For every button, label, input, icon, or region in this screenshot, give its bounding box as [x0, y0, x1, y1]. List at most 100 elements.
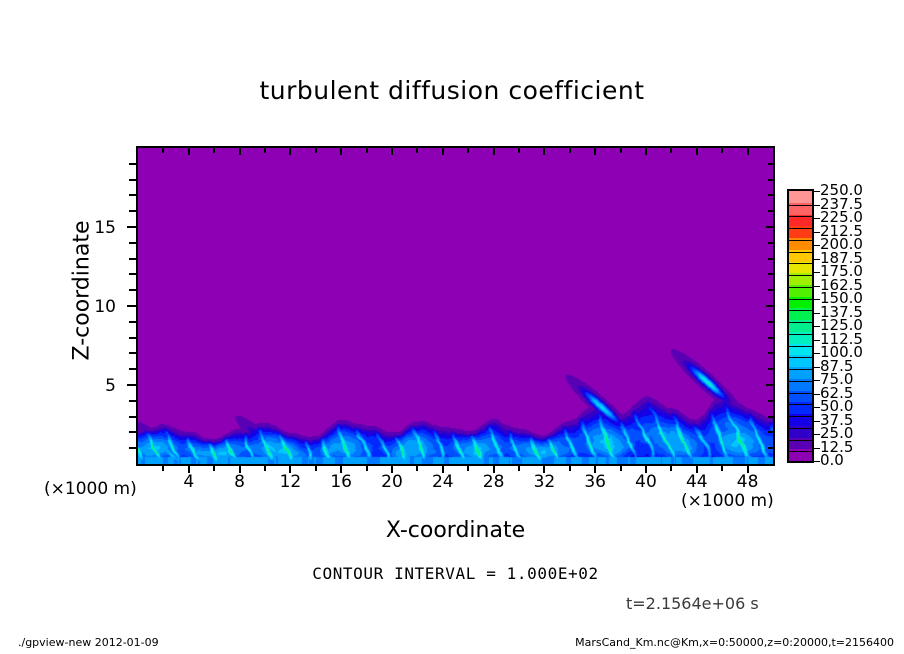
x-tick — [594, 464, 597, 473]
x-tick-top — [543, 146, 546, 155]
y-tick — [129, 320, 136, 323]
colorbar-label: 150.0 — [820, 289, 863, 307]
x-tick — [391, 464, 393, 473]
colorbar-tick — [814, 461, 820, 462]
colorbar-band — [789, 437, 812, 450]
x-tick-label: 32 — [533, 472, 556, 492]
y-tick-right — [766, 305, 775, 307]
y-tick — [129, 368, 136, 371]
x-tick-top — [213, 146, 216, 153]
x-tick-top — [264, 146, 266, 153]
colorbar-label: 50.0 — [820, 397, 854, 415]
x-tick-top — [568, 146, 571, 153]
x-tick-top — [645, 146, 647, 155]
colorbar-label: 87.5 — [820, 356, 854, 375]
colorbar-band — [789, 202, 812, 215]
y-tick — [129, 257, 136, 260]
colorbar-band — [789, 320, 812, 332]
x-tick — [492, 464, 495, 473]
colorbar-label: 175.0 — [820, 262, 863, 280]
colorbar-tick — [814, 285, 820, 287]
x-tick-label: 28 — [482, 472, 505, 492]
x-axis-unit-note: (×1000 m) — [681, 491, 774, 511]
x-tick-label: 44 — [685, 472, 708, 492]
colorbar-tick — [814, 339, 820, 341]
colorbar-separator — [789, 381, 812, 382]
colorbar-separator — [789, 357, 812, 358]
y-axis-unit-note: (×1000 m) — [44, 479, 137, 499]
colorbar-band — [789, 308, 812, 321]
x-tick-label: 16 — [330, 472, 352, 492]
y-tick-label: 10 — [94, 297, 116, 317]
colorbar-tick — [814, 258, 820, 260]
x-tick — [238, 464, 241, 473]
page-title: turbulent diffusion coefficient — [259, 76, 645, 105]
colorbar-separator — [789, 205, 812, 206]
footer-command-text: ./gpview-new 2012-01-09 — [18, 636, 159, 649]
x-tick — [264, 464, 266, 471]
colorbar-tick — [814, 380, 820, 381]
colorbar-band — [789, 238, 812, 250]
colorbar-band — [789, 284, 812, 297]
x-tick-top — [314, 146, 317, 153]
x-tick — [518, 464, 520, 471]
colorbar-tick — [814, 312, 820, 314]
colorbar-separator — [789, 346, 812, 347]
y-tick-right — [768, 289, 775, 292]
x-tick — [162, 464, 165, 471]
y-tick-right — [768, 352, 775, 355]
x-tick-top — [391, 146, 393, 155]
colorbar-band — [789, 261, 812, 274]
colorbar-label: 62.5 — [820, 383, 854, 402]
y-tick-right — [768, 320, 775, 323]
x-tick-top — [365, 146, 368, 153]
x-tick-top — [162, 146, 165, 153]
y-tick-right — [768, 415, 775, 418]
colorbar-separator — [789, 216, 812, 217]
colorbar-tick — [814, 407, 820, 408]
colorbar-label: 37.5 — [820, 410, 854, 429]
y-tick — [129, 352, 136, 355]
x-tick-top — [441, 146, 444, 155]
colorbar-label: 100.0 — [820, 343, 863, 361]
y-tick — [129, 241, 136, 244]
colorbar-separator — [789, 275, 812, 276]
x-tick — [187, 464, 190, 473]
x-tick — [213, 464, 216, 471]
y-tick-right — [768, 162, 775, 165]
colorbar-separator — [789, 240, 812, 241]
x-tick-top — [695, 146, 698, 155]
y-tick — [127, 226, 136, 228]
colorbar-band — [789, 378, 812, 391]
colorbar-label: 162.5 — [820, 275, 863, 294]
colorbar-ticks — [814, 189, 824, 463]
colorbar-label: 250.0 — [820, 181, 863, 199]
x-tick-label: 12 — [279, 472, 302, 492]
x-tick-label: 40 — [635, 472, 657, 492]
colorbar-tick — [814, 353, 820, 354]
colorbar-separator — [789, 263, 812, 264]
y-tick-right — [768, 399, 775, 402]
colorbar-band — [789, 296, 812, 309]
colorbar-separator — [789, 310, 812, 311]
x-tick — [695, 464, 698, 473]
x-tick — [645, 464, 647, 473]
colorbar-label: 112.5 — [820, 329, 863, 348]
x-tick-top — [619, 146, 622, 153]
x-tick-top — [594, 146, 597, 155]
x-tick — [746, 464, 749, 473]
y-tick-right — [768, 368, 775, 371]
colorbar-label: 137.5 — [820, 302, 863, 321]
y-tick — [129, 162, 136, 165]
colorbar-tick — [814, 218, 820, 219]
x-tick-top — [746, 146, 749, 155]
x-tick — [619, 464, 622, 471]
y-tick — [129, 447, 136, 450]
y-tick — [129, 210, 136, 213]
colorbar-band — [789, 343, 812, 356]
colorbar-label: 12.5 — [820, 437, 854, 456]
colorbar-separator — [789, 228, 812, 229]
colorbar — [787, 189, 814, 463]
y-tick — [129, 415, 136, 418]
